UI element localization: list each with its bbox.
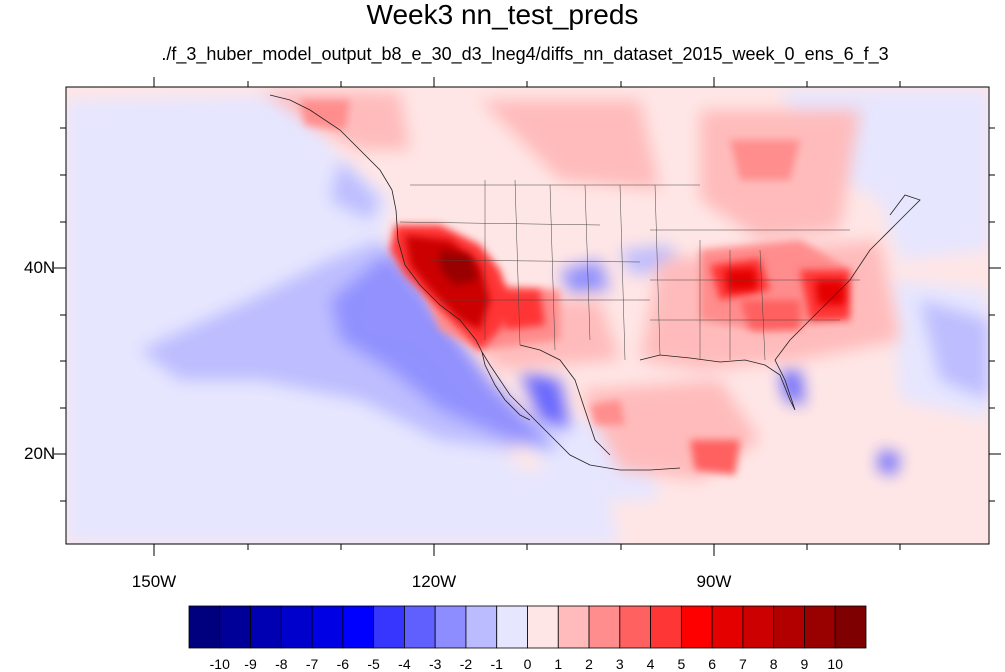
lat-label-40n: 40N <box>24 258 56 277</box>
colorbar-label: 7 <box>739 656 747 672</box>
lat-label-20n: 20N <box>24 444 56 463</box>
colorbar-label: -10 <box>209 656 230 672</box>
colorbar-swatch <box>588 605 621 649</box>
lon-label-120w: 120W <box>411 572 457 591</box>
colorbar-swatch <box>250 605 282 649</box>
colorbar-swatch <box>834 605 867 649</box>
colorbar-label: -9 <box>244 656 257 672</box>
lon-label-90w: 90W <box>696 572 732 591</box>
lon-label-150w: 150W <box>131 572 177 591</box>
colorbar-label: 1 <box>554 656 563 672</box>
colorbar-label: -2 <box>459 656 473 672</box>
colorbar-swatch <box>188 605 221 649</box>
colorbar-label: -5 <box>367 656 380 672</box>
colorbar-label: 6 <box>708 656 717 672</box>
colorbar-swatch <box>465 605 498 649</box>
colorbar-label: -6 <box>336 656 350 672</box>
colorbar-label: -8 <box>275 656 288 672</box>
map-title: Week3 nn_test_preds <box>366 0 639 30</box>
coastline <box>269 94 921 471</box>
colorbar-swatch <box>804 605 836 649</box>
state-boundaries <box>399 179 860 361</box>
colorbar-swatch <box>527 605 559 649</box>
colorbar-label: -4 <box>398 656 411 672</box>
colorbar-label: 9 <box>800 656 809 672</box>
colorbar-label: -3 <box>428 656 442 672</box>
colorbar-label: 10 <box>827 656 843 672</box>
colorbar-label: 4 <box>646 656 655 672</box>
colorbar-swatch <box>404 605 436 649</box>
colorbar-swatch <box>711 605 744 649</box>
colorbar-label: -1 <box>490 656 503 672</box>
axis-ticks <box>54 77 1001 556</box>
map-subtitle: ./f_3_huber_model_output_b8_e_30_d3_lneg… <box>161 44 889 64</box>
colorbar <box>188 605 867 649</box>
colorbar-swatch <box>311 605 344 649</box>
colorbar-swatch <box>773 605 805 649</box>
colorbar-swatch <box>650 605 682 649</box>
colorbar-swatch <box>680 605 713 649</box>
colorbar-swatch <box>219 605 251 649</box>
colorbar-label: 0 <box>523 656 532 672</box>
colorbar-swatch <box>373 605 405 649</box>
colorbar-swatch <box>434 605 467 649</box>
colorbar-label: 5 <box>677 656 686 672</box>
colorbar-swatch <box>619 605 651 649</box>
colorbar-label: 3 <box>615 656 624 672</box>
colorbar-swatch <box>557 605 590 649</box>
colorbar-label: 2 <box>585 656 593 672</box>
colorbar-swatch <box>280 605 313 649</box>
colorbar-label: -7 <box>305 656 319 672</box>
colorbar-swatch <box>342 605 375 649</box>
colorbar-swatch <box>496 605 528 649</box>
colorbar-swatch <box>742 605 775 649</box>
colorbar-label: 8 <box>769 656 778 672</box>
anomaly-field <box>66 87 989 544</box>
